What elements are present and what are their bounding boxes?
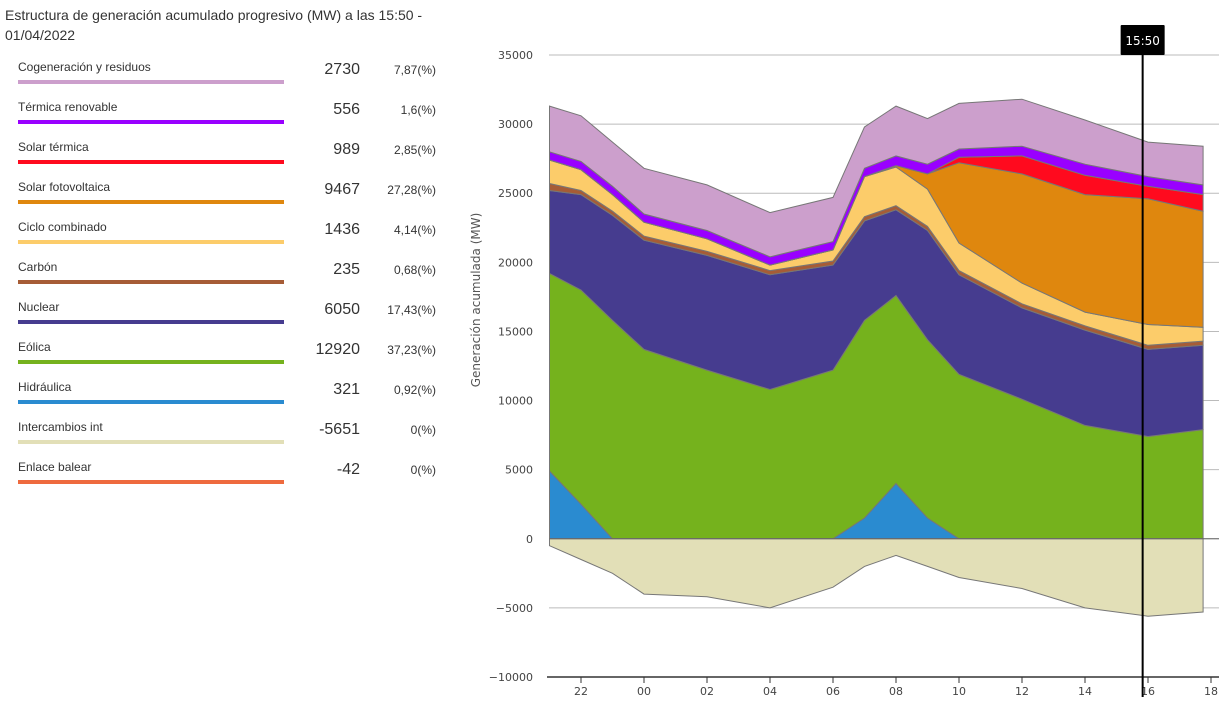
y-axis: 35000 30000 25000 20000 15000 10000 5000 0 −5000… <box>489 49 533 684</box>
legend-label: Carbón <box>18 260 58 274</box>
x-tick-label: 22 <box>574 685 588 698</box>
legend-color-bar <box>18 240 284 244</box>
x-tick-label: 08 <box>889 685 903 698</box>
stacked-area-chart: 35000 30000 25000 20000 15000 10000 5000 0 −5000… <box>469 25 1219 698</box>
y-tick-label: −10000 <box>489 671 533 684</box>
x-axis: 22 00 02 04 06 08 10 12 14 16 18 <box>547 676 1219 698</box>
x-tick-label: 02 <box>700 685 714 698</box>
cursor-time-label: 15:50 <box>1125 34 1160 48</box>
legend-color-bar <box>18 200 284 204</box>
y-axis-title: Generación acumulada (MW) <box>469 213 483 388</box>
legend-label: Hidráulica <box>18 380 72 394</box>
y-tick-label: 0 <box>526 533 533 546</box>
legend-item[interactable]: Cogeneración y residuos 2730 7,87(%) <box>18 58 448 98</box>
legend-label: Cogeneración y residuos <box>18 60 151 74</box>
y-tick-label: 15000 <box>498 325 533 338</box>
legend-item[interactable]: Solar fotovoltaica 9467 27,28(%) <box>18 178 448 218</box>
legend-label: Nuclear <box>18 300 60 314</box>
legend-value: 9467 <box>324 181 360 198</box>
legend-value: 1436 <box>324 221 360 238</box>
y-tick-label: −5000 <box>496 602 533 615</box>
legend-item[interactable]: Ciclo combinado 1436 4,14(%) <box>18 218 448 258</box>
legend-percent: 7,87(%) <box>393 63 436 77</box>
x-tick-label: 06 <box>826 685 840 698</box>
legend: Cogeneración y residuos 2730 7,87(%) Térmic… <box>18 58 448 498</box>
legend-item[interactable]: Solar térmica 989 2,85(%) <box>18 138 448 178</box>
cursor-tooltip <box>1120 25 1165 55</box>
legend-value: -42 <box>336 461 360 478</box>
y-tick-label: 25000 <box>498 187 533 200</box>
y-tick-label: 20000 <box>498 256 533 269</box>
legend-percent: 17,43(%) <box>387 303 436 317</box>
legend-item[interactable]: Eólica 12920 37,23(%) <box>18 338 448 378</box>
legend-color-bar <box>18 160 284 164</box>
x-tick-label: 12 <box>1015 685 1029 698</box>
legend-percent: 0,68(%) <box>393 263 436 277</box>
legend-value: 321 <box>333 381 360 398</box>
x-tick-label: 16 <box>1141 685 1155 698</box>
area-intercambios-int[interactable] <box>549 538 1204 617</box>
legend-color-bar <box>18 80 284 84</box>
legend-label: Eólica <box>18 340 51 354</box>
legend-value: 235 <box>333 261 360 278</box>
legend-value: 2730 <box>324 61 360 78</box>
x-tick-label: 14 <box>1078 685 1092 698</box>
legend-percent: 0(%) <box>410 463 436 477</box>
legend-value: 6050 <box>324 301 360 318</box>
x-tick-label: 00 <box>637 685 651 698</box>
legend-label: Ciclo combinado <box>18 220 107 234</box>
legend-item[interactable]: Carbón 235 0,68(%) <box>18 258 448 298</box>
legend-percent: 0(%) <box>410 423 436 437</box>
y-tick-label: 30000 <box>498 118 533 131</box>
x-tick-label: 18 <box>1204 685 1218 698</box>
legend-percent: 0,92(%) <box>393 383 436 397</box>
x-tick-label: 04 <box>763 685 777 698</box>
legend-color-bar <box>18 400 284 404</box>
legend-label: Solar fotovoltaica <box>18 180 111 194</box>
legend-item[interactable]: Nuclear 6050 17,43(%) <box>18 298 448 338</box>
legend-value: 12920 <box>315 341 361 358</box>
chart-title: Estructura de generación acumulado progr… <box>5 7 423 43</box>
legend-color-bar <box>18 360 284 364</box>
legend-label: Térmica renovable <box>18 100 118 114</box>
legend-item[interactable]: Enlace balear -42 0(%) <box>18 458 448 498</box>
time-cursor[interactable]: 15:50 <box>1120 25 1165 697</box>
legend-label: Solar térmica <box>18 140 89 154</box>
legend-percent: 27,28(%) <box>387 183 436 197</box>
legend-percent: 1,6(%) <box>400 103 436 117</box>
legend-color-bar <box>18 120 284 124</box>
legend-label: Intercambios int <box>18 420 103 434</box>
legend-label: Enlace balear <box>18 460 92 474</box>
legend-item[interactable]: Hidráulica 321 0,92(%) <box>18 378 448 418</box>
y-tick-label: 5000 <box>505 464 533 477</box>
y-tick-label: 10000 <box>498 395 533 408</box>
legend-percent: 4,14(%) <box>393 223 436 237</box>
legend-color-bar <box>18 280 284 284</box>
area-cogeneraci-n-y-residuos[interactable] <box>549 98 1204 258</box>
legend-percent: 37,23(%) <box>387 343 436 357</box>
legend-item[interactable]: Intercambios int -5651 0(%) <box>18 418 448 458</box>
area-series <box>549 98 1219 617</box>
x-tick-label: 10 <box>952 685 966 698</box>
y-tick-label: 35000 <box>498 49 533 62</box>
legend-item[interactable]: Térmica renovable 556 1,6(%) <box>18 98 448 138</box>
legend-value: 989 <box>333 141 360 158</box>
legend-color-bar <box>18 480 284 484</box>
legend-color-bar <box>18 320 284 324</box>
legend-percent: 2,85(%) <box>393 143 436 157</box>
legend-value: -5651 <box>319 421 360 438</box>
legend-color-bar <box>18 440 284 444</box>
legend-value: 556 <box>333 101 360 118</box>
